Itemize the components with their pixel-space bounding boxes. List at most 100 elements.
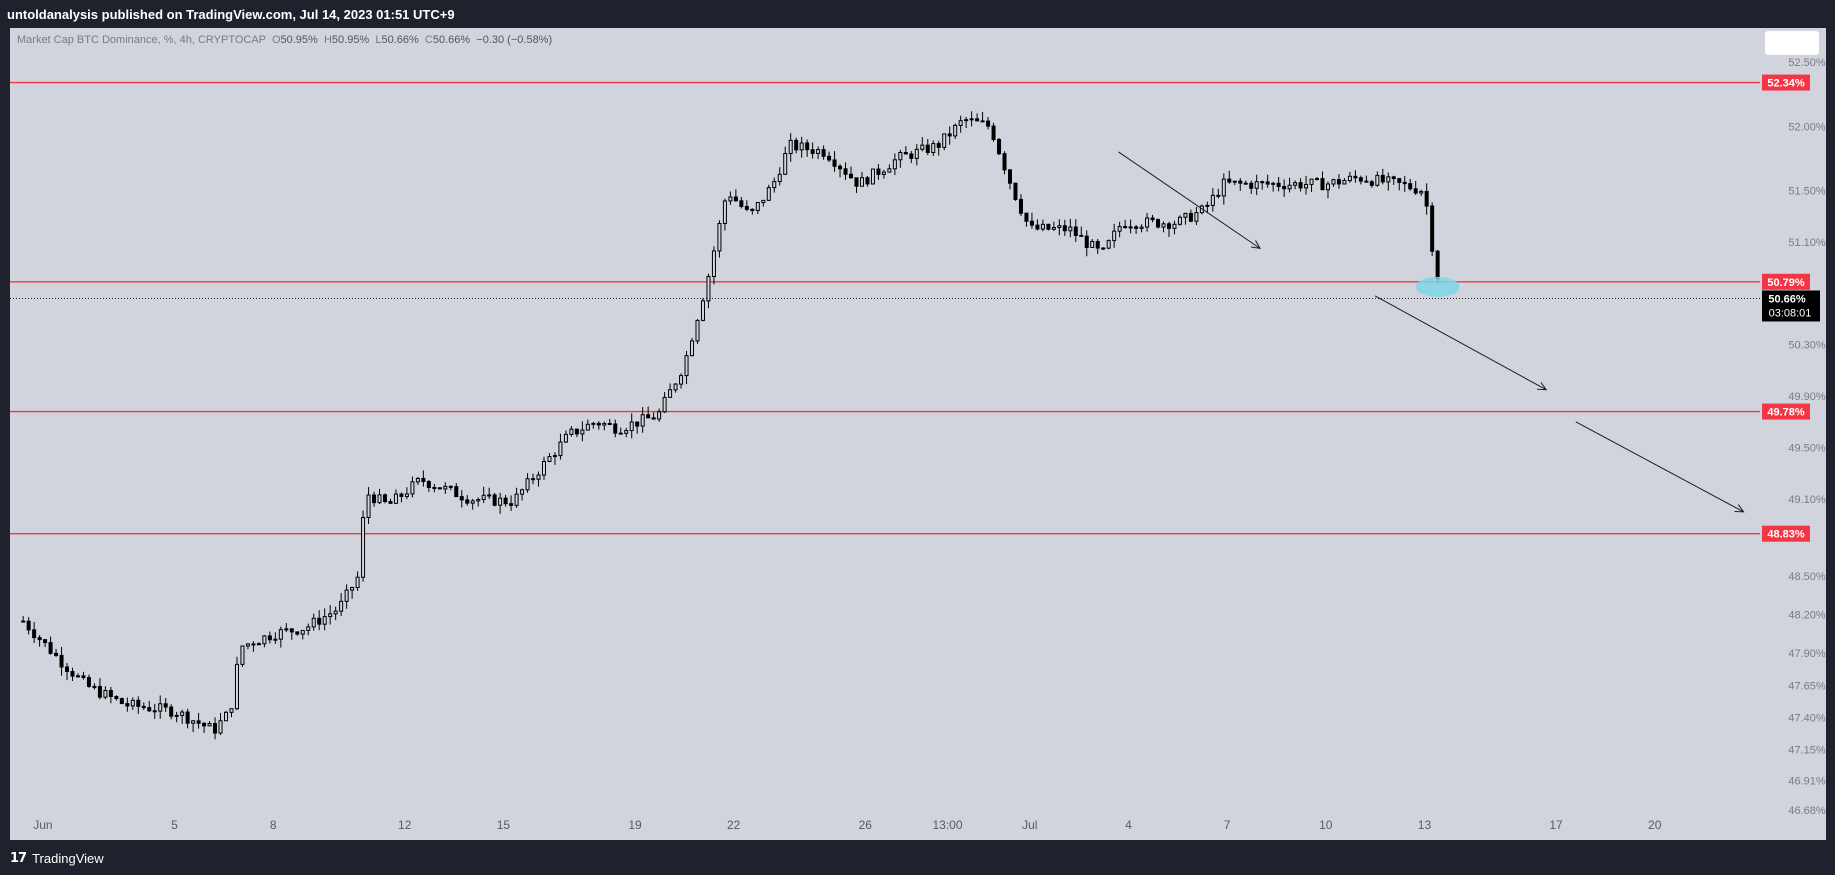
candle-body xyxy=(169,706,174,717)
candle-body xyxy=(224,711,229,722)
y-axis[interactable]: 52.50% 52.00% 51.50% 51.10% 50.30% 49.90% 49.5… xyxy=(1788,57,1826,817)
candle-body xyxy=(898,151,903,161)
candle-body xyxy=(810,149,815,154)
candle-body xyxy=(1117,226,1122,232)
candle-body xyxy=(953,124,958,137)
candle-body xyxy=(1276,182,1281,187)
countdown-label: 03:08:01 xyxy=(1769,307,1812,319)
candle-body xyxy=(816,149,821,154)
scale-settings-button[interactable] xyxy=(1765,31,1819,55)
candle-body xyxy=(278,629,283,640)
candle-body xyxy=(1408,183,1413,190)
candle-body xyxy=(114,695,119,700)
candle-body xyxy=(1402,181,1407,185)
last-price-line: 50.66% 03:08:01 xyxy=(10,290,1820,322)
candle-body xyxy=(805,142,810,151)
candle-body xyxy=(1419,190,1424,194)
candle-body xyxy=(284,628,289,631)
candle-body xyxy=(700,300,705,321)
candle-body xyxy=(487,494,492,497)
x-tick-label: 26 xyxy=(859,818,873,832)
candle-body xyxy=(185,711,190,724)
candle-body xyxy=(311,617,316,628)
candle-body xyxy=(1386,176,1391,183)
candle-body xyxy=(273,638,278,641)
candle-body xyxy=(520,489,525,495)
tradingview-brand[interactable]: 17 TradingView xyxy=(10,848,104,868)
candle-body xyxy=(881,171,886,175)
last-price-label: 50.66% xyxy=(1768,293,1806,305)
candle-body xyxy=(404,493,409,497)
arrow-head xyxy=(1734,504,1745,513)
candle-body xyxy=(1227,178,1232,183)
candle-body xyxy=(163,703,168,708)
chart-area[interactable] xyxy=(10,28,1826,840)
candle-body xyxy=(1194,212,1199,222)
candle-body xyxy=(849,173,854,179)
candle-body xyxy=(92,685,97,688)
change-value: −0.30 (−0.58%) xyxy=(476,34,553,46)
candle-body xyxy=(728,196,733,202)
candle-body xyxy=(1166,223,1171,229)
candle-body xyxy=(991,125,996,141)
candle-body xyxy=(629,421,634,432)
candle-body xyxy=(799,142,804,151)
candle-body xyxy=(1106,240,1111,249)
candle-body xyxy=(1254,181,1259,189)
candle-body xyxy=(1320,178,1325,191)
candle-body xyxy=(350,586,355,591)
candle-body xyxy=(585,423,590,431)
candle-body xyxy=(536,474,541,480)
candle-body xyxy=(794,139,799,151)
candle-body xyxy=(591,422,596,425)
level-tag xyxy=(1762,74,1810,91)
high-value: 50.95% xyxy=(331,34,370,46)
candle-body xyxy=(695,319,700,342)
candle-body xyxy=(476,499,481,502)
highlight-ellipse xyxy=(1415,276,1460,297)
candle-body xyxy=(21,620,26,623)
candle-body xyxy=(382,494,388,503)
candle-body xyxy=(333,610,338,615)
candle-body xyxy=(975,118,980,122)
level-label: 49.78% xyxy=(1767,407,1805,419)
candle-body xyxy=(448,485,453,488)
candle-body xyxy=(1007,169,1013,184)
arrow-head xyxy=(1251,240,1261,250)
candle-body xyxy=(1079,234,1084,237)
candle-body xyxy=(213,723,218,734)
candle-body xyxy=(1177,216,1182,225)
candle-body xyxy=(964,119,969,122)
symbol-name: Market Cap BTC Dominance, %, 4h, CRYPTOC… xyxy=(17,34,266,46)
candle-body xyxy=(372,494,377,504)
level-label: 50.79% xyxy=(1767,277,1805,289)
close-value: 50.66% xyxy=(432,34,471,46)
candle-body xyxy=(426,481,431,488)
candle-body xyxy=(481,494,486,501)
candle-body xyxy=(1342,180,1347,185)
x-axis[interactable]: Jun 5 8 12 15 19 22 26 13:00 Jul 4 7 10 13 17 20 xyxy=(33,818,1662,832)
y-tick-label: 51.10% xyxy=(1788,237,1826,249)
x-tick-label: Jun xyxy=(33,818,52,832)
candle-body xyxy=(256,643,261,646)
candle-body xyxy=(607,423,612,426)
candle-body xyxy=(1282,185,1287,190)
candle-body xyxy=(673,383,678,391)
candle-body xyxy=(141,705,146,709)
candle-body xyxy=(1090,240,1095,248)
candle-body xyxy=(903,151,908,155)
trend-arrows xyxy=(1118,151,1745,513)
y-tick-label: 48.20% xyxy=(1788,610,1826,622)
candle-body xyxy=(1188,212,1193,222)
candle-body xyxy=(443,485,448,490)
candle-body xyxy=(108,690,113,697)
candle-body xyxy=(470,500,475,504)
candle-body xyxy=(459,496,464,501)
candle-body xyxy=(1391,176,1396,180)
candle-body xyxy=(437,487,442,490)
arrow-head xyxy=(1537,382,1548,391)
candle-body xyxy=(1062,225,1067,232)
candle-body xyxy=(876,168,881,175)
candle-body xyxy=(1139,226,1144,229)
